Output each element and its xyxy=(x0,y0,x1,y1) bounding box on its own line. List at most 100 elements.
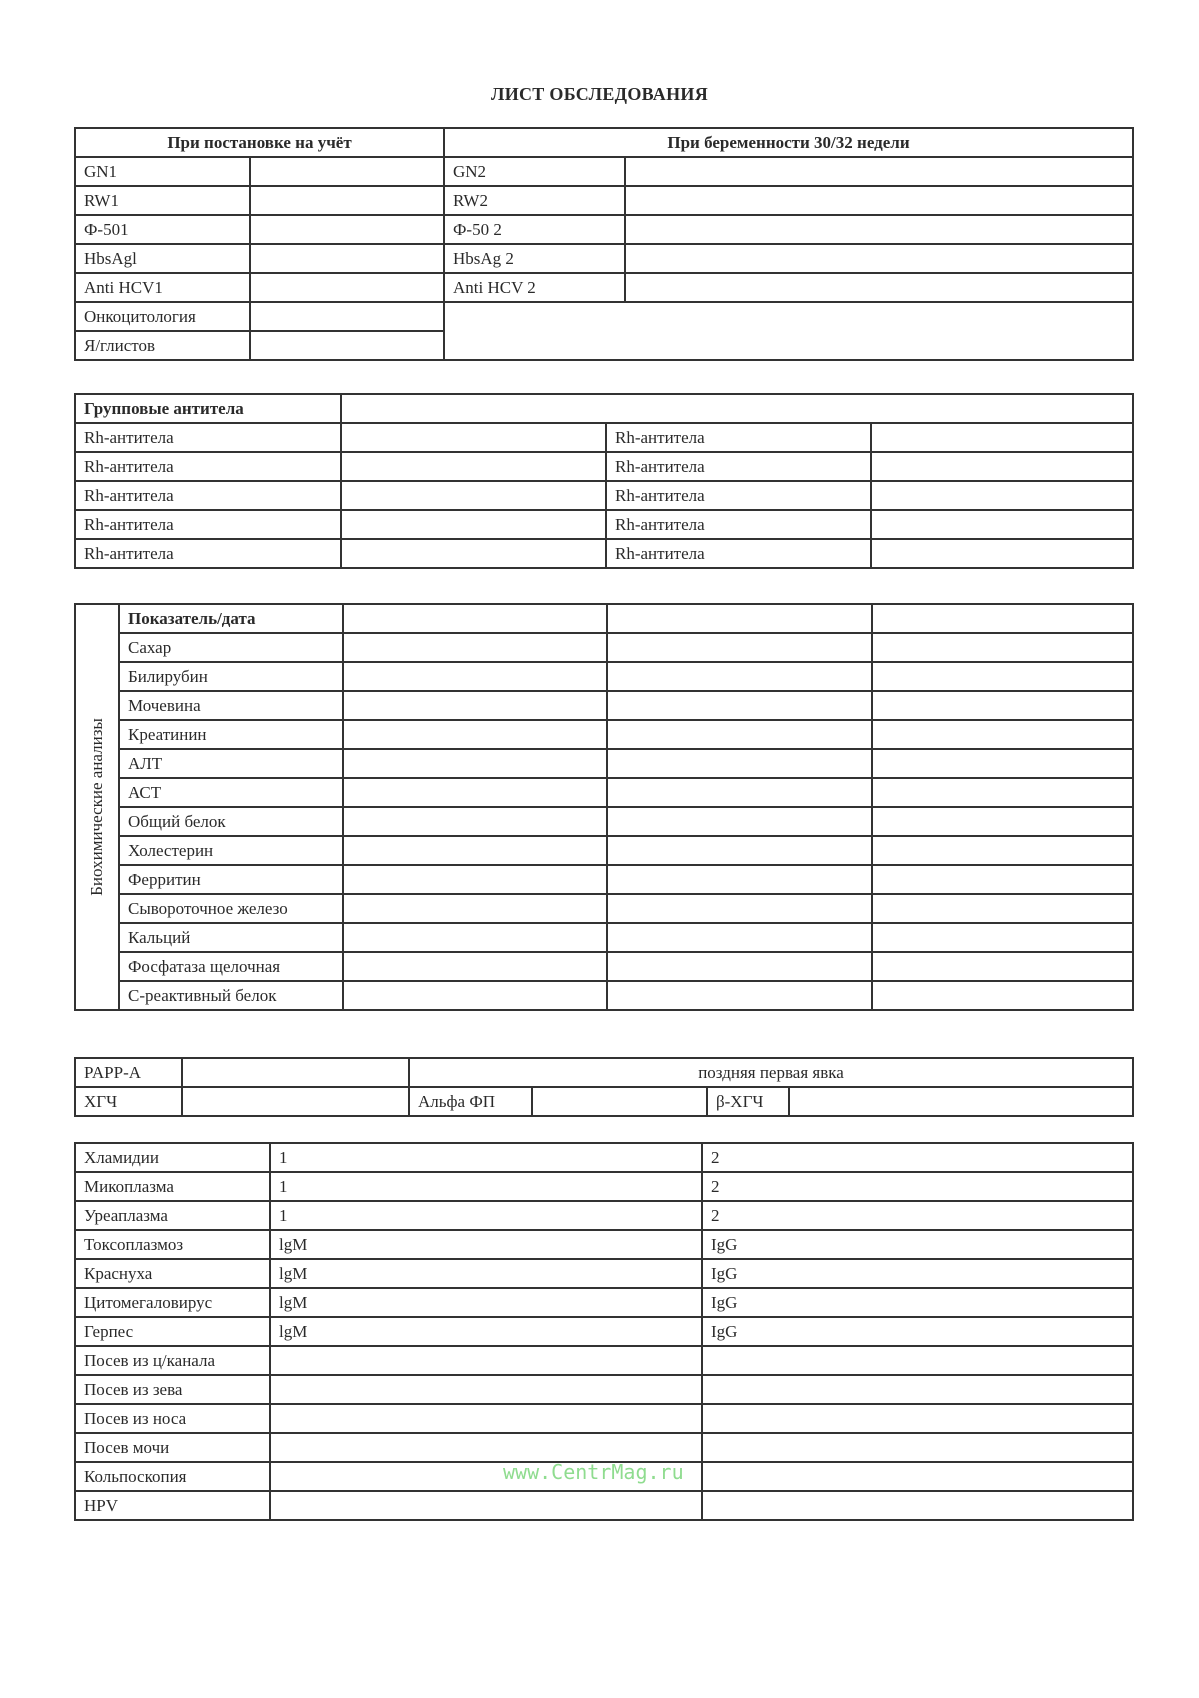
value-cell[interactable] xyxy=(269,1432,703,1463)
value-cell[interactable] xyxy=(701,1403,1134,1434)
value-cell[interactable] xyxy=(870,451,1134,482)
value-cell[interactable] xyxy=(871,719,1134,750)
infection-label: HPV xyxy=(74,1490,271,1521)
second-result-cell: IgG xyxy=(701,1258,1134,1289)
value-cell[interactable] xyxy=(871,864,1134,895)
value-cell[interactable] xyxy=(701,1432,1134,1463)
value-cell[interactable] xyxy=(269,1345,703,1376)
value-cell[interactable] xyxy=(624,156,1134,187)
value-cell[interactable] xyxy=(342,835,608,866)
table-row: Уреаплазма 1 2 xyxy=(74,1200,1134,1231)
value-cell[interactable] xyxy=(606,806,873,837)
value-cell[interactable] xyxy=(871,806,1134,837)
value-cell[interactable] xyxy=(249,272,445,303)
value-cell[interactable] xyxy=(340,422,607,453)
value-cell[interactable] xyxy=(701,1461,1134,1492)
date-cell[interactable] xyxy=(342,603,608,634)
table-row: Посев из зева xyxy=(74,1374,1134,1405)
value-cell[interactable] xyxy=(871,922,1134,953)
value-cell[interactable] xyxy=(871,835,1134,866)
value-cell[interactable] xyxy=(181,1057,410,1088)
value-cell[interactable] xyxy=(342,980,608,1011)
value-cell[interactable] xyxy=(342,922,608,953)
value-cell[interactable] xyxy=(249,301,445,332)
test-label: RW2 xyxy=(443,185,626,216)
value-cell[interactable] xyxy=(701,1490,1134,1521)
value-cell[interactable] xyxy=(788,1086,1134,1117)
value-cell[interactable] xyxy=(871,893,1134,924)
value-cell[interactable] xyxy=(249,330,445,361)
value-cell[interactable] xyxy=(606,893,873,924)
indicator-label: Креатинин xyxy=(118,719,344,750)
value-cell[interactable] xyxy=(342,661,608,692)
value-cell[interactable] xyxy=(269,1461,703,1492)
first-result-cell: lgM xyxy=(269,1287,703,1318)
value-cell[interactable] xyxy=(606,951,873,982)
value-cell[interactable] xyxy=(342,748,608,779)
value-cell[interactable] xyxy=(249,243,445,274)
value-cell[interactable] xyxy=(624,185,1134,216)
value-cell[interactable] xyxy=(342,864,608,895)
value-cell[interactable] xyxy=(606,777,873,808)
value-cell[interactable] xyxy=(606,661,873,692)
indicator-label: С-реактивный белок xyxy=(118,980,344,1011)
value-cell[interactable] xyxy=(340,451,607,482)
value-cell[interactable] xyxy=(871,661,1134,692)
value-cell[interactable] xyxy=(606,922,873,953)
empty-area[interactable] xyxy=(443,301,1134,361)
value-cell[interactable] xyxy=(342,690,608,721)
value-cell[interactable] xyxy=(870,480,1134,511)
indicator-date-header: Показатель/дата xyxy=(118,603,344,634)
value-cell[interactable] xyxy=(606,719,873,750)
value-cell[interactable] xyxy=(269,1490,703,1521)
value-cell[interactable] xyxy=(342,632,608,663)
value-cell[interactable] xyxy=(606,690,873,721)
table-row: GN1 GN2 xyxy=(74,156,1134,187)
value-cell[interactable] xyxy=(701,1374,1134,1405)
value-cell[interactable] xyxy=(871,632,1134,663)
date-cell[interactable] xyxy=(606,603,873,634)
value-cell[interactable] xyxy=(606,980,873,1011)
value-cell[interactable] xyxy=(606,864,873,895)
value-cell[interactable] xyxy=(342,806,608,837)
value-cell[interactable] xyxy=(340,393,1134,424)
value-cell[interactable] xyxy=(870,422,1134,453)
value-cell[interactable] xyxy=(871,748,1134,779)
value-cell[interactable] xyxy=(269,1403,703,1434)
value-cell[interactable] xyxy=(606,632,873,663)
value-cell[interactable] xyxy=(624,272,1134,303)
value-cell[interactable] xyxy=(624,243,1134,274)
value-cell[interactable] xyxy=(624,214,1134,245)
table-row: Холестерин xyxy=(75,835,1134,866)
value-cell[interactable] xyxy=(701,1345,1134,1376)
value-cell[interactable] xyxy=(871,690,1134,721)
value-cell[interactable] xyxy=(340,509,607,540)
date-cell[interactable] xyxy=(871,603,1134,634)
value-cell[interactable] xyxy=(342,777,608,808)
table-row: Хламидии 1 2 xyxy=(74,1142,1134,1173)
value-cell[interactable] xyxy=(871,980,1134,1011)
value-cell[interactable] xyxy=(340,480,607,511)
value-cell[interactable] xyxy=(249,185,445,216)
table-row: ХГЧ Альфа ФП β-ХГЧ xyxy=(74,1086,1134,1117)
value-cell[interactable] xyxy=(342,719,608,750)
value-cell[interactable] xyxy=(606,835,873,866)
value-cell[interactable] xyxy=(871,777,1134,808)
value-cell[interactable] xyxy=(870,509,1134,540)
value-cell[interactable] xyxy=(871,951,1134,982)
hcg-label: ХГЧ xyxy=(74,1086,183,1117)
screening-table: PAPP-A поздняя первая явка ХГЧ Альфа ФП β-ХГ… xyxy=(74,1057,1134,1117)
value-cell[interactable] xyxy=(249,156,445,187)
value-cell[interactable] xyxy=(249,214,445,245)
infection-label: Кольпоскопия xyxy=(74,1461,271,1492)
value-cell[interactable] xyxy=(340,538,607,569)
value-cell[interactable] xyxy=(342,893,608,924)
table-row: Ф-501 Ф-50 2 xyxy=(74,214,1134,245)
value-cell[interactable] xyxy=(606,748,873,779)
indicator-label: Фосфатаза щелочная xyxy=(118,951,344,982)
value-cell[interactable] xyxy=(342,951,608,982)
value-cell[interactable] xyxy=(181,1086,410,1117)
value-cell[interactable] xyxy=(870,538,1134,569)
value-cell[interactable] xyxy=(269,1374,703,1405)
value-cell[interactable] xyxy=(531,1086,708,1117)
